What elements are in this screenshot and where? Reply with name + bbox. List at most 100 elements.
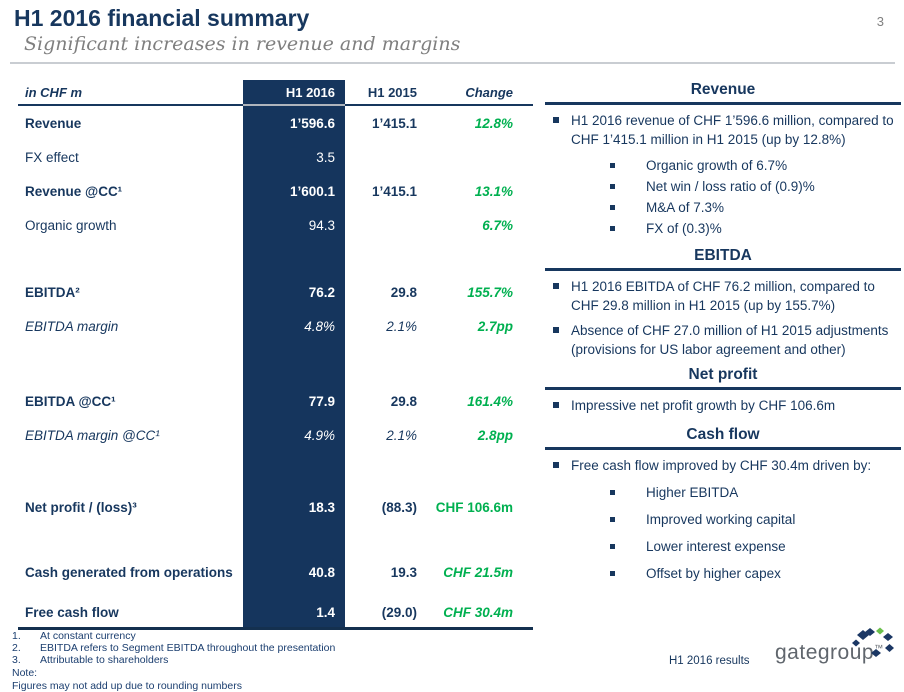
square-bullet-icon xyxy=(610,205,615,210)
table-row-net-profit: Net profit / (loss)³ 18.3 (88.3) CHF 106… xyxy=(18,490,533,524)
square-bullet-icon xyxy=(553,283,559,289)
table-row-organic-growth: Organic growth 94.3 6.7% xyxy=(18,208,533,242)
footnote-text: EBITDA refers to Segment EBITDA througho… xyxy=(40,642,336,654)
column-header-change: Change xyxy=(465,84,513,100)
square-bullet-icon xyxy=(553,117,559,123)
section-rule xyxy=(545,387,901,390)
cell-h1-2016: 1’596.6 xyxy=(289,115,335,131)
sub-bullet-text: Organic growth of 6.7% xyxy=(646,158,788,173)
column-header-h1-2015: H1 2015 xyxy=(367,84,417,100)
column-header-h1-2016: H1 2016 xyxy=(285,84,335,100)
cell-change: 6.7% xyxy=(482,217,513,233)
bullet-text: Free cash flow improved by CHF 30.4m dri… xyxy=(571,458,872,473)
footnote-number: 2. xyxy=(12,642,21,654)
row-label: Free cash flow xyxy=(25,604,119,620)
section-net-profit: Net profit Impressive net profit growth … xyxy=(545,365,901,415)
cell-change: CHF 106.6m xyxy=(435,499,513,515)
square-bullet-icon xyxy=(553,462,559,468)
table-row-cash-from-operations: Cash generated from operations 40.8 19.3… xyxy=(18,555,533,589)
square-bullet-icon xyxy=(610,517,615,522)
square-bullet-icon xyxy=(553,327,559,333)
row-label: EBITDA @CC¹ xyxy=(25,393,116,409)
table-row-fx-effect: FX effect 3.5 xyxy=(18,140,533,174)
table-row-ebitda-margin-cc: EBITDA margin @CC¹ 4.9% 2.1% 2.8pp xyxy=(18,418,533,452)
table-row-free-cash-flow: Free cash flow 1.4 (29.0) CHF 30.4m xyxy=(18,597,533,627)
bullet-item: Absence of CHF 27.0 million of H1 2015 a… xyxy=(545,321,901,359)
sub-bullet-text: Net win / loss ratio of (0.9)% xyxy=(646,179,815,194)
footnote-item: 2. EBITDA refers to Segment EBITDA throu… xyxy=(12,642,335,654)
footnote-text: Attributable to shareholders xyxy=(40,654,169,666)
cell-h1-2016: 4.9% xyxy=(304,427,335,443)
page-subtitle: Significant increases in revenue and mar… xyxy=(24,33,461,55)
financial-table: in CHF m H1 2016 H1 2015 Change Revenue … xyxy=(18,80,533,630)
page-title: H1 2016 financial summary xyxy=(14,5,310,31)
cell-change: 12.8% xyxy=(474,115,513,131)
footnote-text: At constant currency xyxy=(40,630,136,642)
sub-bullet-item: Improved working capital xyxy=(545,510,901,529)
row-label: Revenue @CC¹ xyxy=(25,183,123,199)
cell-h1-2016: 18.3 xyxy=(308,499,335,515)
cell-change: CHF 21.5m xyxy=(443,564,513,580)
section-heading: Net profit xyxy=(688,366,758,383)
deck-footer-label: H1 2016 results xyxy=(669,655,750,667)
commentary-panel: Revenue H1 2016 revenue of CHF 1’596.6 m… xyxy=(545,80,901,583)
square-bullet-icon xyxy=(553,402,559,408)
cell-h1-2016: 1’600.1 xyxy=(289,183,335,199)
cell-h1-2015: 29.8 xyxy=(390,284,417,300)
sub-bullet-text: FX of (0.3)% xyxy=(646,221,722,236)
cell-h1-2016: 76.2 xyxy=(308,284,335,300)
cell-change: 2.7pp xyxy=(477,318,513,334)
table-row-revenue-cc: Revenue @CC¹ 1’600.1 1’415.1 13.1% xyxy=(18,174,533,208)
footnote-item: 3. Attributable to shareholders xyxy=(12,654,335,666)
cell-h1-2016: 3.5 xyxy=(316,149,335,165)
note-text: Figures may not add up due to rounding n… xyxy=(12,680,242,692)
section-heading: EBITDA xyxy=(694,247,752,264)
cell-change: 155.7% xyxy=(467,284,513,300)
bullet-item: Impressive net profit growth by CHF 106.… xyxy=(545,396,901,415)
cell-h1-2015: 1’415.1 xyxy=(371,183,417,199)
bullet-text: H1 2016 EBITDA of CHF 76.2 million, comp… xyxy=(571,279,875,313)
sub-bullet-item: Lower interest expense xyxy=(545,537,901,556)
sub-bullet-text: M&A of 7.3% xyxy=(646,200,725,215)
square-bullet-icon xyxy=(610,184,615,189)
gategroup-logo-wordmark: gategroup™ xyxy=(775,641,884,665)
bullet-item: Free cash flow improved by CHF 30.4m dri… xyxy=(545,456,901,475)
cell-h1-2015: 2.1% xyxy=(386,318,417,334)
row-label: FX effect xyxy=(25,149,79,165)
footnote-number: 3. xyxy=(12,654,21,666)
table-bottom-rule xyxy=(18,627,533,630)
footnote-number: 1. xyxy=(12,630,21,642)
cell-h1-2016: 40.8 xyxy=(308,564,335,580)
row-label: EBITDA margin xyxy=(25,318,119,334)
h1-2016-column-highlight xyxy=(243,80,345,627)
section-heading: Revenue xyxy=(690,81,756,98)
bullet-text: H1 2016 revenue of CHF 1’596.6 million, … xyxy=(571,113,894,147)
bullet-text: Impressive net profit growth by CHF 106.… xyxy=(571,398,836,413)
sub-bullet-text: Offset by higher capex xyxy=(646,566,781,581)
table-header-rule xyxy=(18,104,533,106)
row-label: Organic growth xyxy=(25,217,117,233)
page-number: 3 xyxy=(876,14,884,29)
row-label: EBITDA² xyxy=(25,284,80,300)
square-bullet-icon xyxy=(610,544,615,549)
cell-change: 2.8pp xyxy=(477,427,513,443)
section-rule xyxy=(545,447,901,450)
sub-bullet-item: Net win / loss ratio of (0.9)% xyxy=(545,177,901,196)
table-row-revenue: Revenue 1’596.6 1’415.1 12.8% xyxy=(18,106,533,140)
sub-bullet-item: FX of (0.3)% xyxy=(545,219,901,238)
note-label: Note: xyxy=(12,667,38,679)
cell-h1-2015: 2.1% xyxy=(386,427,417,443)
table-header-row: in CHF m H1 2016 H1 2015 Change xyxy=(18,80,533,104)
bullet-text: Absence of CHF 27.0 million of H1 2015 a… xyxy=(571,323,889,357)
logo-word: gategroup xyxy=(775,641,875,664)
square-bullet-icon xyxy=(610,163,615,168)
sub-bullet-text: Lower interest expense xyxy=(646,539,786,554)
header-divider xyxy=(10,62,895,64)
sub-bullet-item: Organic growth of 6.7% xyxy=(545,156,901,175)
gategroup-pinwheel-icon xyxy=(852,627,894,657)
cell-change: 13.1% xyxy=(474,183,513,199)
row-label: EBITDA margin @CC¹ xyxy=(25,427,160,443)
unit-label: in CHF m xyxy=(25,84,83,100)
sub-bullet-item: Offset by higher capex xyxy=(545,564,901,583)
footnotes: 1. At constant currency 2. EBITDA refers… xyxy=(12,630,335,692)
